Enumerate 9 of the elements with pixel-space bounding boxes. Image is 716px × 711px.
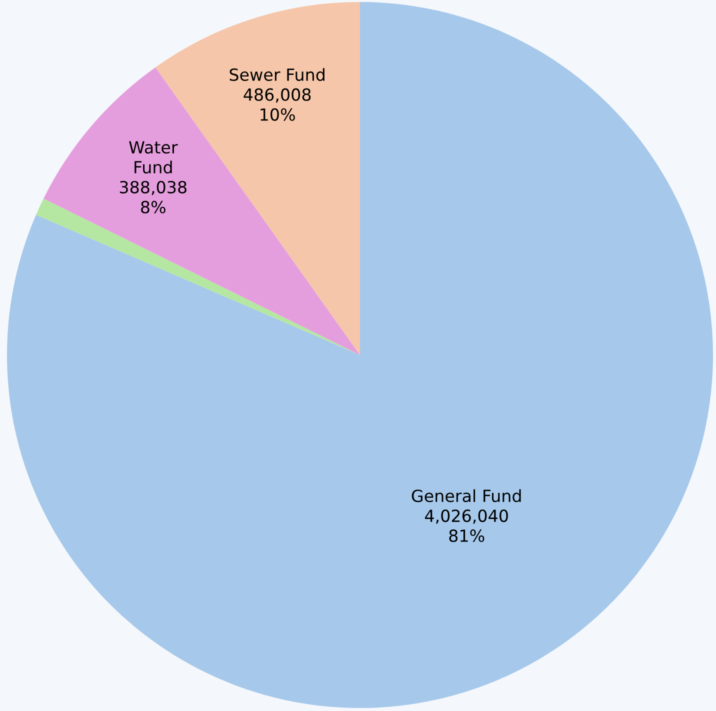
pie-slice <box>7 2 713 708</box>
slice-label: Water Fund <box>129 141 178 174</box>
pie-slice <box>44 67 360 355</box>
data-label: 4,026,040 81% <box>425 509 508 542</box>
slice-label: Sewer Fund <box>230 68 324 81</box>
slice-label: General Fund <box>412 489 521 502</box>
pie-slice <box>36 198 360 355</box>
data-label: 388,038 8% <box>120 180 186 214</box>
data-label: 486,008 10% <box>244 88 311 121</box>
